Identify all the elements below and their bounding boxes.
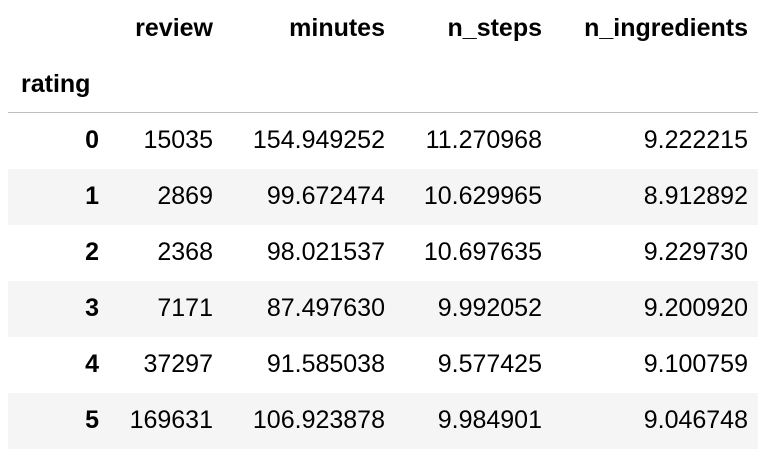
cell-n-steps: 9.992052 — [437, 294, 542, 322]
table-row: 0 15035 154.949252 11.270968 9.222215 — [8, 113, 758, 169]
cell-review: 169631 — [129, 406, 213, 434]
index-name-row: rating — [8, 57, 758, 113]
cell-n-steps: 9.577425 — [437, 350, 542, 378]
cell-minutes: 154.949252 — [252, 126, 385, 155]
column-header-minutes: minutes — [289, 14, 385, 42]
row-index: 5 — [85, 406, 99, 434]
cell-minutes: 98.021537 — [266, 238, 385, 266]
row-index: 0 — [85, 126, 99, 155]
column-header-n-steps: n_steps — [447, 14, 542, 42]
cell-n-steps: 10.697635 — [423, 238, 542, 266]
row-index: 4 — [85, 350, 99, 378]
cell-minutes: 87.497630 — [266, 294, 385, 322]
cell-n-steps: 9.984901 — [437, 406, 542, 434]
index-name-spacer — [395, 57, 552, 113]
row-index: 3 — [85, 294, 99, 322]
index-name-spacer — [552, 57, 758, 113]
cell-minutes: 91.585038 — [266, 350, 385, 378]
cell-review: 2368 — [157, 238, 213, 266]
cell-n-ingredients: 9.046748 — [643, 406, 748, 434]
table-row: 3 7171 87.497630 9.992052 9.200920 — [8, 280, 758, 337]
column-header-review: review — [135, 14, 213, 42]
cell-n-ingredients: 9.222215 — [643, 126, 748, 155]
cell-review: 15035 — [143, 126, 213, 155]
corner-cell — [8, 0, 109, 57]
table-row: 4 37297 91.585038 9.577425 9.100759 — [8, 337, 758, 393]
column-header-row: review minutes n_steps n_ingredients — [8, 0, 758, 57]
table-row: 2 2368 98.021537 10.697635 9.229730 — [8, 225, 758, 281]
cell-review: 2869 — [157, 182, 213, 210]
cell-review: 37297 — [143, 350, 213, 378]
dataframe-table: review minutes n_steps n_ingredients rat… — [8, 0, 758, 449]
cell-n-ingredients: 9.229730 — [643, 238, 748, 266]
cell-minutes: 99.672474 — [266, 182, 385, 210]
cell-minutes: 106.923878 — [252, 406, 385, 434]
cell-n-ingredients: 8.912892 — [643, 182, 748, 210]
row-index: 2 — [85, 238, 99, 266]
cell-n-steps: 11.270968 — [425, 126, 542, 155]
cell-n-ingredients: 9.100759 — [643, 350, 748, 378]
index-name-spacer — [223, 57, 395, 113]
table-row: 5 169631 106.923878 9.984901 9.046748 — [8, 392, 758, 449]
index-name-spacer — [109, 57, 223, 113]
row-index: 1 — [85, 182, 99, 210]
cell-review: 7171 — [157, 294, 213, 322]
cell-n-steps: 10.629965 — [423, 182, 542, 210]
column-header-n-ingredients: n_ingredients — [584, 14, 748, 42]
cell-n-ingredients: 9.200920 — [643, 294, 748, 322]
table-row: 1 2869 99.672474 10.629965 8.912892 — [8, 168, 758, 225]
index-name-label: rating — [21, 70, 91, 98]
